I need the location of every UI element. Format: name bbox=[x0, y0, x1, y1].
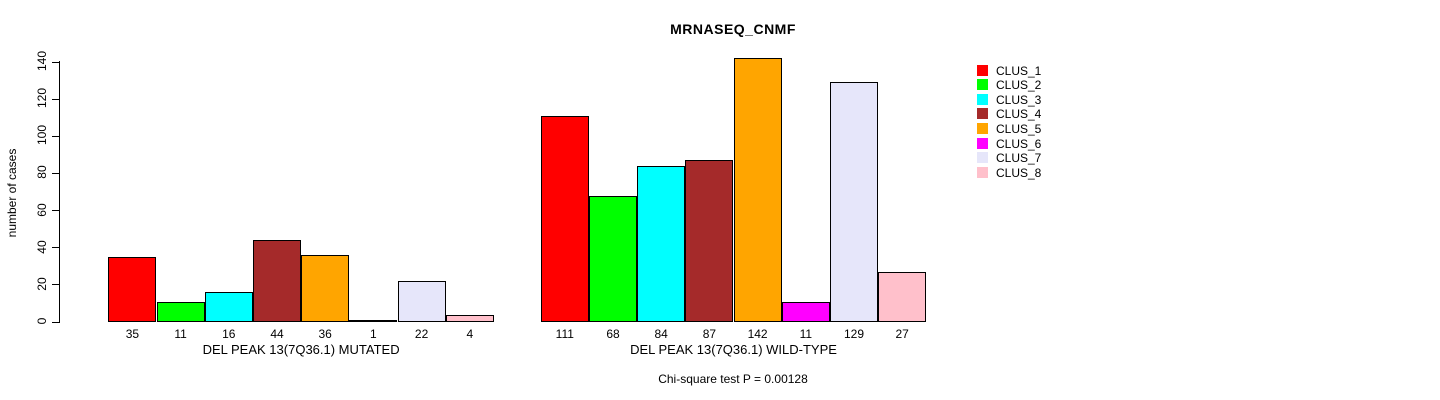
bar-value-label: 22 bbox=[414, 327, 429, 341]
bar-value-label: 27 bbox=[895, 327, 909, 341]
bar-clus_6-group2 bbox=[781, 301, 830, 322]
bar-value-label: 11 bbox=[174, 327, 187, 341]
legend-label: CLUS_1 bbox=[996, 63, 1042, 78]
bar-clus_8-group2 bbox=[878, 271, 927, 322]
legend-label: CLUS_4 bbox=[996, 107, 1042, 122]
legend-label: CLUS_6 bbox=[996, 136, 1042, 151]
legend-swatch bbox=[977, 137, 988, 149]
y-tick-mark bbox=[52, 321, 59, 323]
y-tick-mark bbox=[52, 135, 59, 137]
bar-clus_2-group1 bbox=[156, 301, 205, 322]
bar-clus_8-group1 bbox=[445, 314, 494, 322]
y-tick-mark bbox=[52, 210, 59, 212]
legend-label: CLUS_8 bbox=[996, 166, 1042, 181]
bar-value-label: 142 bbox=[747, 327, 768, 341]
bar-clus_1-group2 bbox=[540, 115, 589, 322]
y-tick-label: 40 bbox=[35, 240, 49, 254]
legend-label: CLUS_7 bbox=[996, 151, 1042, 166]
legend-label: CLUS_5 bbox=[996, 122, 1042, 137]
bar-value-label: 84 bbox=[654, 327, 668, 341]
bar-value-label: 16 bbox=[222, 327, 236, 341]
y-tick-label: 140 bbox=[35, 50, 49, 72]
y-tick-label: 60 bbox=[35, 202, 49, 217]
y-tick-label: 80 bbox=[35, 165, 49, 180]
bar-value-label: 11 bbox=[799, 327, 813, 341]
bar-value-label: 1 bbox=[370, 327, 377, 341]
bar-value-label: 111 bbox=[555, 327, 574, 341]
bar-clus_4-group2 bbox=[685, 160, 734, 322]
chart-title: MRNASEQ_CNMF bbox=[670, 21, 796, 37]
legend-swatch bbox=[977, 123, 988, 135]
bar-clus_2-group2 bbox=[588, 195, 638, 322]
bar-clus_4-group1 bbox=[252, 240, 302, 322]
bar-value-label: 44 bbox=[270, 327, 284, 341]
legend-swatch bbox=[977, 167, 988, 179]
bar-value-label: 36 bbox=[318, 327, 332, 341]
y-tick-label: 100 bbox=[35, 125, 49, 146]
chi-square-annotation: Chi-square test P = 0.00128 bbox=[658, 372, 808, 386]
y-axis-line bbox=[59, 61, 60, 323]
y-tick-mark bbox=[52, 284, 59, 286]
legend-swatch bbox=[977, 108, 988, 120]
legend-swatch bbox=[977, 93, 988, 105]
bar-clus_3-group1 bbox=[204, 292, 253, 322]
group-label: DEL PEAK 13(7Q36.1) MUTATED bbox=[202, 342, 400, 357]
y-tick-label: 0 bbox=[35, 317, 49, 325]
bar-clus_1-group1 bbox=[108, 257, 157, 322]
legend-swatch bbox=[977, 64, 988, 76]
bar-value-label: 35 bbox=[125, 327, 140, 341]
bar-clus_6-group1 bbox=[349, 320, 398, 322]
y-tick-mark bbox=[52, 172, 59, 174]
bar-value-label: 68 bbox=[606, 327, 620, 341]
bar-clus_5-group1 bbox=[301, 255, 350, 322]
bar-clus_7-group2 bbox=[829, 82, 879, 322]
bar-value-label: 129 bbox=[843, 327, 865, 341]
y-tick-mark bbox=[52, 98, 59, 100]
bar-value-label: 87 bbox=[702, 327, 717, 341]
bar-clus_7-group1 bbox=[397, 281, 446, 322]
legend-label: CLUS_3 bbox=[996, 92, 1042, 107]
bar-clus_5-group2 bbox=[733, 58, 782, 322]
group-label: DEL PEAK 13(7Q36.1) WILD-TYPE bbox=[630, 342, 837, 357]
y-tick-label: 120 bbox=[35, 88, 49, 109]
legend-swatch bbox=[977, 152, 988, 164]
y-tick-label: 20 bbox=[35, 277, 49, 291]
legend-label: CLUS_2 bbox=[996, 78, 1042, 93]
y-axis-label: number of cases bbox=[5, 148, 19, 238]
legend-swatch bbox=[977, 79, 988, 91]
y-tick-mark bbox=[52, 247, 59, 249]
bar-value-label: 4 bbox=[466, 327, 474, 341]
y-tick-mark bbox=[52, 61, 59, 63]
bar-clus_3-group2 bbox=[637, 166, 686, 322]
